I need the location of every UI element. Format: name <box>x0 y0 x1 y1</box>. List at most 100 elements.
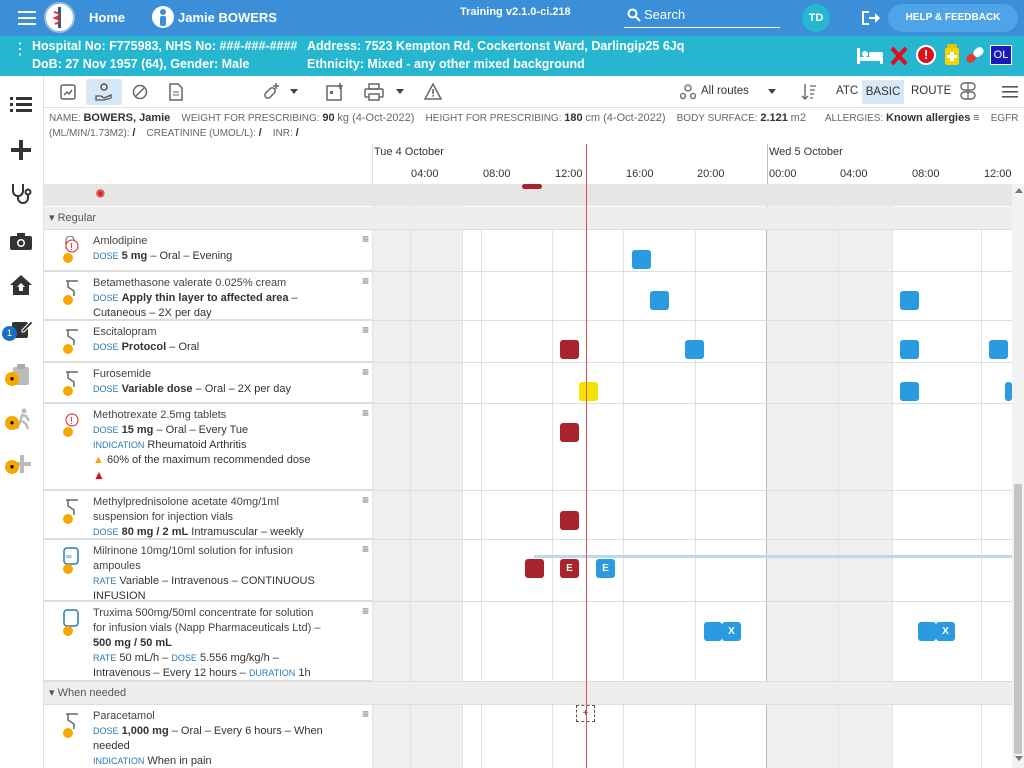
warning-icon[interactable] <box>424 83 442 100</box>
scheduled-dose-block[interactable] <box>1005 382 1012 401</box>
infusion-dose-block[interactable] <box>704 622 722 641</box>
row-menu-icon[interactable]: ≡ <box>361 406 369 420</box>
infusion-dose-block[interactable] <box>918 622 936 641</box>
ol-badge[interactable]: OL <box>990 45 1012 65</box>
warning-alert-icon[interactable]: ! <box>916 45 936 65</box>
med-row-escitalopram[interactable]: Escitalopram DOSE Protocol – Oral ≡ <box>44 321 372 362</box>
grid-line <box>892 184 893 768</box>
scrollbar-up-arrow[interactable] <box>1015 188 1023 193</box>
stopped-dose-block[interactable]: X <box>722 622 741 641</box>
row-menu-icon[interactable]: ≡ <box>361 604 369 618</box>
alert-rss-icon: ◉ <box>96 188 105 199</box>
home-link[interactable]: Home <box>89 10 126 25</box>
scheduled-dose-block[interactable] <box>900 340 919 359</box>
print-dropdown[interactable] <box>396 89 404 94</box>
patient-name-link[interactable]: Jamie BOWERS <box>178 10 277 25</box>
pill-icon[interactable] <box>964 45 986 65</box>
no-entry-icon[interactable] <box>132 84 148 100</box>
help-feedback-button[interactable]: HELP & FEEDBACK <box>888 4 1018 32</box>
scheduled-dose-block[interactable] <box>900 382 919 401</box>
missed-dose-block[interactable] <box>525 559 544 578</box>
scheduled-dose-block[interactable] <box>900 291 919 310</box>
scrollbar-down-arrow[interactable] <box>1015 756 1023 761</box>
section-when-needed-label: When needed <box>57 687 127 699</box>
duration-value: 1h <box>298 667 311 679</box>
med-row-truxima[interactable]: Truxima 500mg/50ml concentrate for solut… <box>44 602 372 681</box>
bed-icon[interactable] <box>856 46 884 66</box>
med-row-furosemide[interactable]: Furosemide DOSE Variable dose – Oral – 2… <box>44 363 372 403</box>
walking-person-icon[interactable] <box>12 408 32 430</box>
egfr-unit: (ML/MIN/1.73M2): <box>49 128 130 139</box>
med-row-amlodipine[interactable]: ! Amlodipine DOSE 5 mg – Oral – Evening … <box>44 230 372 271</box>
row-menu-icon[interactable]: ≡ <box>361 274 369 288</box>
med-row-methylprednisolone[interactable]: Methylprednisolone acetate 40mg/1ml susp… <box>44 491 372 539</box>
row-menu-icon[interactable]: ≡ <box>361 493 369 507</box>
allergies-menu-icon[interactable]: ≡ <box>973 112 980 124</box>
banner-menu-icon[interactable]: ⋮ <box>12 41 28 58</box>
pills-settings-icon[interactable] <box>959 82 977 100</box>
all-routes-select[interactable]: All routes <box>701 85 749 97</box>
section-regular[interactable]: ▾ Regular <box>44 207 1012 229</box>
hamburger-menu-icon[interactable] <box>1002 85 1018 99</box>
medication-bottle-icon[interactable] <box>944 44 960 66</box>
basic-view-button[interactable]: BASIC <box>862 80 904 104</box>
lock-icon: ● <box>5 372 19 386</box>
dose-detail: – Oral – Every 6 hours – When <box>171 725 323 737</box>
row-menu-icon[interactable]: ≡ <box>361 365 369 379</box>
dose-detail: – Oral – 2X per day <box>195 383 291 395</box>
section-regular-label: Regular <box>57 212 97 224</box>
administer-view-button[interactable] <box>86 79 122 105</box>
scheduled-dose-block[interactable] <box>685 340 704 359</box>
event-dose-block[interactable]: E <box>596 559 615 578</box>
med-row-paracetamol[interactable]: Paracetamol DOSE 1,000 mg – Oral – Every… <box>44 705 372 768</box>
routes-dropdown-icon[interactable] <box>768 89 776 94</box>
add-icon[interactable] <box>11 140 31 160</box>
med-row-methotrexate[interactable]: ! Methotrexate 2.5mg tablets DOSE 15 mg … <box>44 404 372 490</box>
list-icon[interactable] <box>10 96 32 114</box>
row-menu-icon[interactable]: ≡ <box>361 542 369 556</box>
add-prn-dose-button[interactable]: + <box>576 705 595 722</box>
missed-dose-block[interactable] <box>560 511 579 530</box>
dose-value: 80 mg / 2 mL <box>121 526 189 538</box>
missed-dose-block[interactable] <box>560 423 579 442</box>
route-view-button[interactable]: ROUTE <box>911 85 952 97</box>
dose-route: Cutaneous – 2X per day <box>93 307 212 319</box>
print-icon[interactable] <box>364 83 384 101</box>
search-box[interactable]: Search <box>624 6 780 28</box>
row-menu-icon[interactable]: ≡ <box>361 232 369 246</box>
section-when-needed[interactable]: ▾ When needed <box>44 682 1012 704</box>
sort-icon[interactable] <box>801 83 817 101</box>
due-dose-block[interactable] <box>579 382 598 401</box>
plus-cross-icon[interactable] <box>12 454 32 474</box>
stethoscope-icon[interactable] <box>10 182 32 204</box>
vertical-scrollbar[interactable] <box>1012 184 1024 768</box>
scheduled-dose-block[interactable] <box>989 340 1008 359</box>
app-logo-icon[interactable] <box>44 2 75 33</box>
allergies-value[interactable]: Known allergies <box>886 112 971 124</box>
calendar-add-icon[interactable] <box>326 83 344 101</box>
atc-view-button[interactable]: ATC <box>836 85 859 97</box>
missed-dose-block[interactable] <box>560 340 579 359</box>
row-menu-icon[interactable]: ≡ <box>361 323 369 337</box>
scrollbar-thumb[interactable] <box>1014 484 1022 754</box>
logout-icon[interactable] <box>860 9 880 27</box>
stopped-dose-block[interactable]: X <box>936 622 955 641</box>
chart-view-icon[interactable] <box>60 84 76 100</box>
med-row-milrinone[interactable]: ∞ Milrinone 10mg/10ml solution for infus… <box>44 540 372 602</box>
add-medication-dropdown[interactable] <box>290 89 298 94</box>
stop-marker: X <box>942 626 949 637</box>
event-dose-block[interactable]: E <box>560 559 579 578</box>
row-menu-icon[interactable]: ≡ <box>361 707 369 721</box>
home-care-icon[interactable] <box>9 274 33 296</box>
camera-icon[interactable] <box>10 232 32 250</box>
scheduled-dose-block[interactable] <box>650 291 669 310</box>
hour-label: 00:00 <box>769 168 797 180</box>
scheduled-dose-block[interactable] <box>632 250 651 269</box>
add-medication-icon[interactable] <box>261 82 281 102</box>
cross-alert-icon[interactable] <box>890 46 908 66</box>
menu-icon[interactable] <box>18 10 36 26</box>
user-initials-avatar[interactable]: TD <box>802 4 830 32</box>
partial-admin-block[interactable] <box>522 184 542 189</box>
document-icon[interactable] <box>169 83 183 101</box>
med-row-betamethasone[interactable]: Betamethasone valerate 0.025% cream DOSE… <box>44 272 372 320</box>
